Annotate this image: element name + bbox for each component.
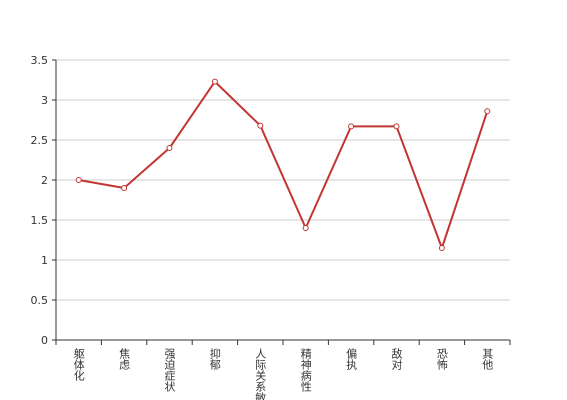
x-tick-label: 抑郁 (208, 347, 221, 370)
y-tick-label: 0 (41, 334, 48, 347)
y-tick-label: 2 (41, 174, 48, 187)
axes (52, 59, 511, 345)
x-tick-label: 强迫症状 (163, 348, 176, 392)
x-tick-label: 敌对 (390, 347, 403, 370)
y-tick-label: 0.5 (31, 294, 49, 307)
data-point[interactable] (438, 245, 445, 251)
y-tick-label: 1 (41, 254, 48, 267)
x-tick-label: 精神病性 (299, 348, 312, 393)
x-tick-label: 焦虑 (118, 348, 131, 370)
series (75, 78, 491, 251)
data-point[interactable] (484, 108, 491, 115)
y-tick-label: 3 (41, 94, 48, 107)
x-tick-label: 恐怖 (435, 348, 448, 370)
data-point[interactable] (211, 78, 218, 85)
y-tick-label: 3.5 (31, 54, 49, 67)
data-point[interactable] (121, 185, 128, 191)
x-tick-label: 偏执 (345, 347, 358, 371)
data-point[interactable] (257, 122, 264, 129)
series-line (78, 80, 489, 249)
x-tick-label: 人际关系敏感 (254, 348, 267, 400)
y-tick-label: 1.5 (31, 214, 49, 227)
data-point[interactable] (393, 123, 400, 130)
data-point[interactable] (166, 145, 173, 151)
x-tick-label: 其他 (481, 348, 494, 370)
data-point[interactable] (302, 225, 309, 231)
x-tick-label: 躯体化 (72, 348, 85, 382)
y-tick-label: 2.5 (31, 134, 49, 147)
grid (56, 59, 510, 301)
labels: 0 0.5 1 1.5 2 2.5 3 3.5 躯体化 焦虑 强迫症状 抑郁 人际关系敏感 精神病性 偏执 敌… (31, 54, 494, 400)
data-point[interactable] (75, 177, 82, 183)
data-point[interactable] (348, 123, 355, 130)
